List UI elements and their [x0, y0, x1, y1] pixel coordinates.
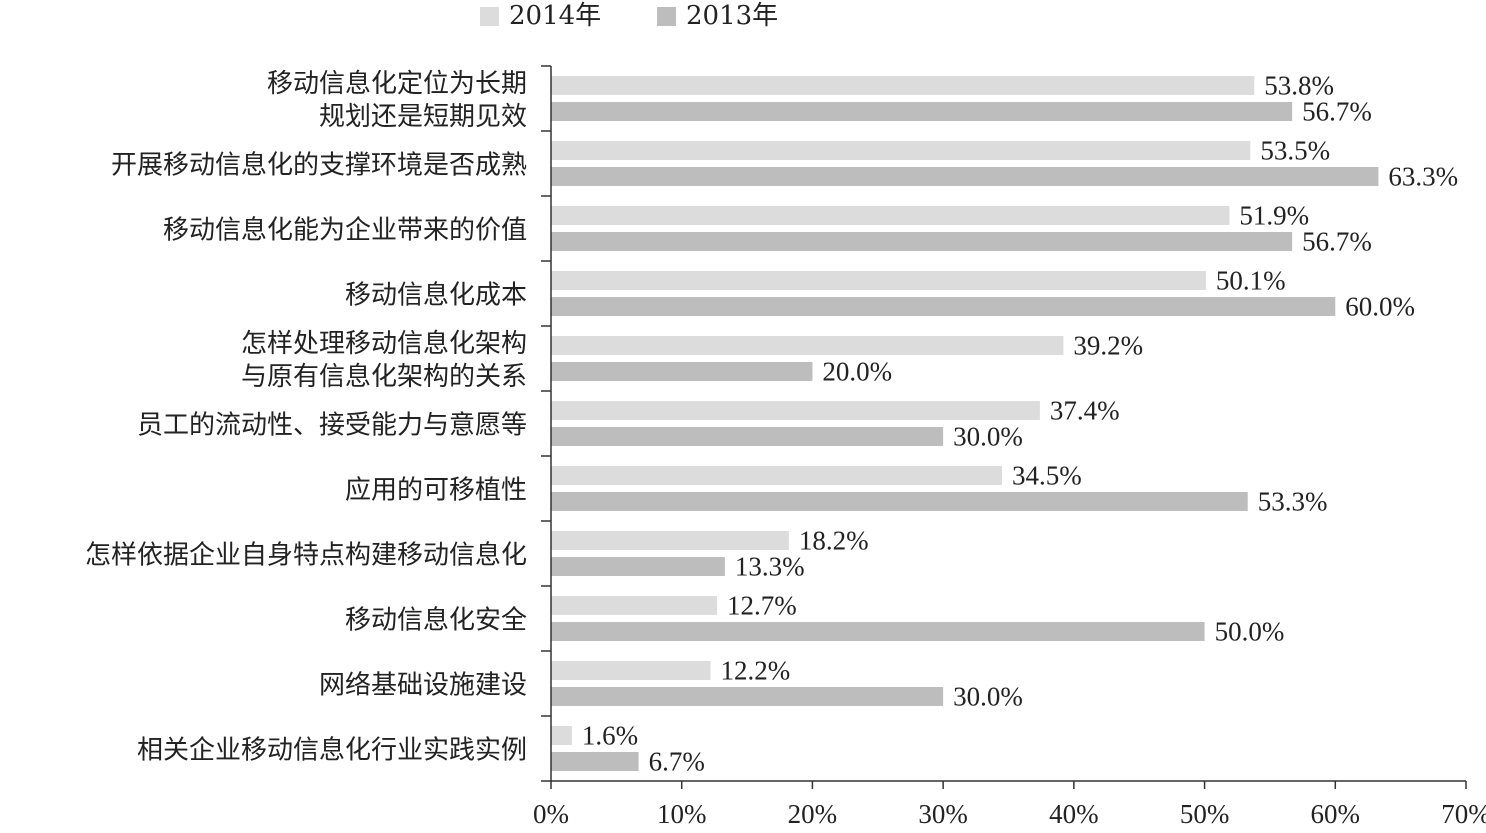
bar-2013-8	[551, 622, 1205, 641]
category-label-4-line-0: 怎样处理移动信息化架构	[241, 329, 527, 359]
value-label-2013-3: 60.0%	[1345, 292, 1415, 322]
x-tick-label-3: 30%	[918, 799, 968, 829]
value-label-2014-8: 12.7%	[727, 591, 797, 621]
bar-2013-9	[551, 687, 944, 706]
bar-2013-4	[551, 362, 813, 381]
value-label-2014-5: 37.4%	[1050, 396, 1120, 426]
legend-label-2013: 2013年	[686, 1, 779, 31]
value-label-2014-0: 53.8%	[1264, 71, 1334, 101]
x-tick-label-7: 70%	[1441, 799, 1486, 829]
category-label-4-line-1: 与原有信息化架构的关系	[241, 362, 527, 392]
category-label-8: 移动信息化安全	[345, 606, 527, 636]
value-label-2014-9: 12.2%	[720, 656, 790, 686]
value-label-2014-2: 51.9%	[1239, 201, 1309, 231]
category-label-2: 移动信息化能为企业带来的价值	[163, 216, 527, 246]
category-label-0-line-0: 移动信息化定位为长期	[267, 69, 527, 99]
category-label-10: 相关企业移动信息化行业实践实例	[137, 736, 527, 766]
bar-2013-5	[551, 427, 944, 446]
bar-2014-5	[551, 401, 1040, 420]
bar-2014-1	[551, 141, 1251, 160]
bar-2014-9	[551, 661, 711, 680]
legend: 2014年 2013年	[0, 0, 1486, 32]
bar-2014-0	[551, 76, 1255, 95]
value-label-2013-7: 13.3%	[735, 552, 805, 582]
category-label-1: 开展移动信息化的支撑环境是否成熟	[111, 151, 527, 181]
x-tick-label-1: 10%	[657, 799, 707, 829]
bar-2014-8	[551, 596, 718, 615]
category-label-9: 网络基础设施建设	[319, 671, 527, 701]
x-tick-label-5: 50%	[1180, 799, 1230, 829]
x-tick-label-4: 40%	[1049, 799, 1099, 829]
value-label-2014-6: 34.5%	[1012, 461, 1082, 491]
bar-2013-2	[551, 232, 1293, 251]
bar-2014-10	[551, 726, 572, 745]
bar-2013-3	[551, 297, 1336, 316]
value-label-2014-10: 1.6%	[582, 721, 638, 751]
value-label-2013-8: 50.0%	[1215, 617, 1285, 647]
value-label-2013-6: 53.3%	[1258, 487, 1328, 517]
category-label-5: 员工的流动性、接受能力与意愿等	[137, 411, 527, 441]
bar-2014-3	[551, 271, 1206, 290]
bar-2014-6	[551, 466, 1002, 485]
bar-2013-7	[551, 557, 725, 576]
value-label-2013-0: 56.7%	[1302, 97, 1372, 127]
bar-2013-10	[551, 752, 639, 771]
bar-2013-1	[551, 167, 1379, 186]
category-label-7: 怎样依据企业自身特点构建移动信息化	[85, 541, 527, 571]
legend-swatch-2013	[657, 6, 676, 26]
legend-item-2013: 2013年	[657, 2, 778, 30]
value-label-2013-2: 56.7%	[1302, 227, 1372, 257]
value-label-2013-4: 20.0%	[822, 357, 892, 387]
bar-2013-0	[551, 102, 1293, 121]
value-label-2013-9: 30.0%	[953, 682, 1023, 712]
value-label-2014-7: 18.2%	[799, 526, 869, 556]
category-label-3: 移动信息化成本	[345, 281, 527, 311]
bar-2013-6	[551, 492, 1248, 511]
legend-item-2014: 2014年	[480, 2, 601, 30]
value-label-2013-1: 63.3%	[1388, 162, 1458, 192]
value-label-2014-3: 50.1%	[1216, 266, 1286, 296]
bar-2014-2	[551, 206, 1230, 225]
value-label-2014-4: 39.2%	[1073, 331, 1143, 361]
value-label-2014-1: 53.5%	[1260, 136, 1330, 166]
x-tick-label-2: 20%	[788, 799, 838, 829]
legend-label-2014: 2014年	[509, 1, 602, 31]
bar-2014-4	[551, 336, 1064, 355]
x-tick-label-0: 0%	[533, 799, 569, 829]
value-label-2013-5: 30.0%	[953, 422, 1023, 452]
category-label-0-line-1: 规划还是短期见效	[319, 102, 527, 132]
bar-2014-7	[551, 531, 789, 550]
category-label-6: 应用的可移植性	[345, 476, 527, 506]
value-label-2013-10: 6.7%	[649, 747, 705, 777]
legend-swatch-2014	[480, 6, 499, 26]
x-tick-label-6: 60%	[1311, 799, 1361, 829]
